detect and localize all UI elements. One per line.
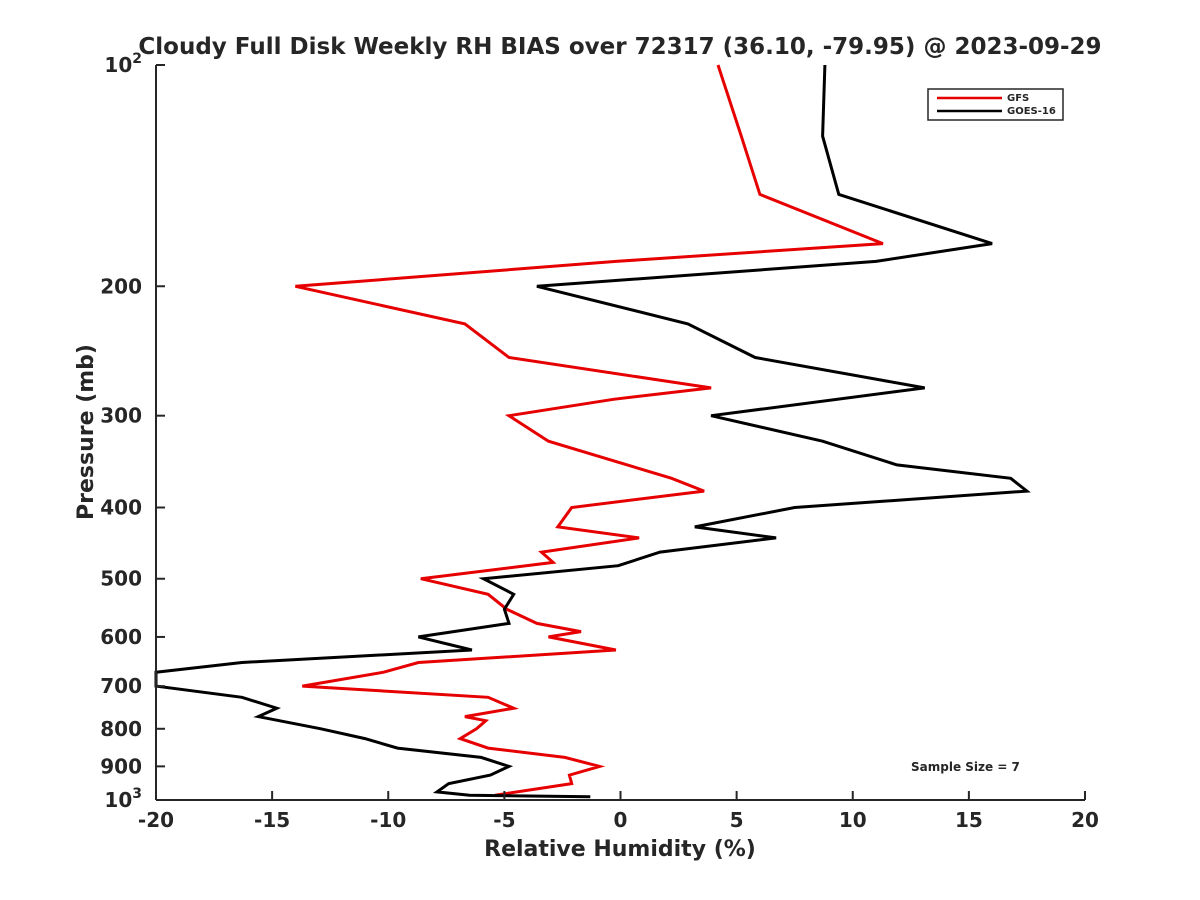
x-tick-label: -5 <box>493 808 515 832</box>
y-tick-label: 400 <box>100 496 142 520</box>
y-axis-label: Pressure (mb) <box>74 344 99 520</box>
series-line-gfs <box>295 64 884 797</box>
y-tick-label: 200 <box>100 274 142 298</box>
y-tick-label: 600 <box>100 625 142 649</box>
x-ticks: -20 -15 -10 -5 0 5 10 15 20 <box>138 791 1099 832</box>
x-tick-label: -15 <box>254 808 290 832</box>
legend-label-gfs: GFS <box>1007 93 1029 104</box>
sample-size-annotation: Sample Size = 7 <box>911 760 1020 774</box>
y-tick-label: 800 <box>100 717 142 741</box>
series-line-goes16 <box>154 64 1031 799</box>
legend-box <box>927 88 1064 121</box>
x-axis-label: Relative Humidity (%) <box>484 837 756 862</box>
x-tick-label: -10 <box>370 808 406 832</box>
y-tick-label: 102 <box>104 51 142 77</box>
x-tick-label: 10 <box>839 808 867 832</box>
y-ticks: 102 200 300 400 500 600 700 800 900 103 <box>100 51 165 812</box>
x-tick-label: 5 <box>730 808 744 832</box>
chart-title: Cloudy Full Disk Weekly RH BIAS over 723… <box>138 34 1101 60</box>
legend-label-goes16: GOES-16 <box>1007 106 1056 117</box>
legend: GFS GOES-16 <box>927 88 1064 121</box>
series-layer <box>154 64 1031 799</box>
x-tick-label: -20 <box>138 808 174 832</box>
x-tick-label: 0 <box>614 808 628 832</box>
y-tick-label: 500 <box>100 567 142 591</box>
x-tick-label: 20 <box>1071 808 1099 832</box>
y-tick-label: 103 <box>104 786 142 812</box>
y-tick-label: 900 <box>100 754 142 778</box>
y-tick-label: 700 <box>100 674 142 698</box>
x-tick-label: 15 <box>955 808 983 832</box>
plot-area: -20 -15 -10 -5 0 5 10 15 20 102 200 300 400 500 600 70… <box>100 51 1099 832</box>
y-tick-label: 300 <box>100 404 142 428</box>
